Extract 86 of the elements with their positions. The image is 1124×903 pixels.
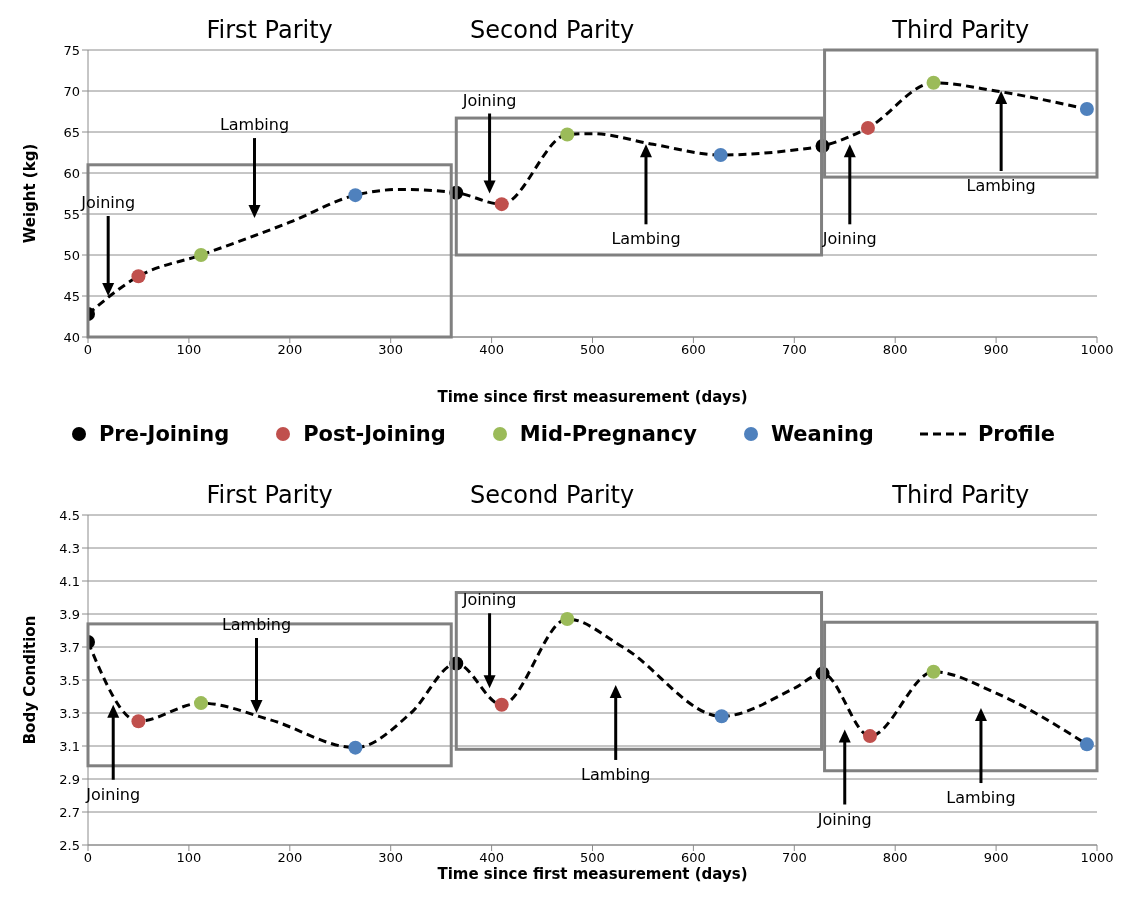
text: Second Parity xyxy=(470,481,635,509)
legend-label: Mid-Pregnancy xyxy=(518,422,697,446)
x-tick-label: 0 xyxy=(83,850,93,866)
text: First Parity xyxy=(206,481,333,509)
point xyxy=(348,740,363,755)
x-tick-label: 800 xyxy=(882,850,908,866)
x-tick-label: 900 xyxy=(983,342,1009,358)
x-tick-label: 100 xyxy=(176,342,202,358)
point xyxy=(194,696,209,711)
annotation: Joining xyxy=(80,193,136,212)
point xyxy=(1079,102,1094,117)
y-tick-label: 45 xyxy=(63,288,80,304)
y-tick-label: 2.7 xyxy=(59,804,80,820)
y-tick-label: 40 xyxy=(63,329,80,345)
text: Third Parity xyxy=(891,481,1030,509)
y-tick-label: 4.3 xyxy=(59,540,80,556)
point xyxy=(860,120,875,135)
y-tick-label: 2.9 xyxy=(59,771,80,787)
text: Third Parity xyxy=(891,16,1030,44)
point xyxy=(862,729,877,744)
point xyxy=(1079,737,1094,752)
point xyxy=(131,269,146,284)
y-tick-label: 70 xyxy=(63,83,80,99)
point xyxy=(348,188,363,203)
text: Second Parity xyxy=(470,16,635,44)
annotation: Joining xyxy=(461,90,517,110)
x-tick-label: 800 xyxy=(882,342,908,358)
x-tick-label: 500 xyxy=(580,342,605,358)
x-tick-label: 100 xyxy=(176,850,202,866)
x-tick-label: 400 xyxy=(479,850,505,866)
text: First Parity xyxy=(206,16,333,44)
point xyxy=(560,127,575,142)
point xyxy=(713,147,728,162)
annotation: Lambing xyxy=(611,229,681,249)
x-tick-label: 200 xyxy=(277,342,303,358)
annotation: Lambing xyxy=(966,176,1036,195)
point xyxy=(494,697,509,712)
x-tick-label: 200 xyxy=(277,850,303,866)
point xyxy=(560,611,575,626)
legend-label: Pre-Joining xyxy=(97,422,230,446)
x-tick-label: 1000 xyxy=(1080,850,1114,866)
y-tick-label: 60 xyxy=(63,165,80,181)
annotation: Joining xyxy=(816,809,872,829)
annotation: Lambing xyxy=(219,115,290,135)
y-tick-label: 3.5 xyxy=(59,672,80,688)
annotation: Joining xyxy=(461,590,517,610)
x-tick-label: 0 xyxy=(83,342,93,358)
point xyxy=(714,709,729,724)
legend-label: Profile xyxy=(976,422,1056,446)
x-tick-label: 1000 xyxy=(1080,342,1114,358)
point xyxy=(131,714,146,729)
x-tick-label: 700 xyxy=(781,342,807,358)
y-tick-label: 3.9 xyxy=(59,606,80,622)
x-axis-title: Time since first measurement (days) xyxy=(437,865,748,883)
y-tick-label: 75 xyxy=(63,42,80,58)
point xyxy=(926,664,941,679)
y-tick-label: 3.7 xyxy=(59,639,80,655)
x-tick-label: 400 xyxy=(479,342,505,358)
x-axis-title: Time since first measurement (days) xyxy=(437,388,748,406)
x-tick-label: 300 xyxy=(378,342,404,358)
x-tick-label: 700 xyxy=(781,850,807,866)
annotation: Joining xyxy=(821,229,877,249)
y-tick-label: 3.1 xyxy=(59,738,80,754)
point xyxy=(494,197,509,212)
y-tick-label: 65 xyxy=(63,124,80,140)
legend-label: Post-Joining xyxy=(302,422,446,446)
annotation: Lambing xyxy=(946,788,1016,808)
point xyxy=(194,248,209,262)
y-tick-label: 4.5 xyxy=(59,507,80,523)
y-tick-label: 55 xyxy=(63,206,80,222)
annotation: Lambing xyxy=(581,764,651,784)
x-tick-label: 600 xyxy=(680,342,706,358)
x-tick-label: 900 xyxy=(983,850,1009,866)
annotation: Lambing xyxy=(221,615,292,634)
annotation: Joining xyxy=(85,784,141,804)
y-tick-label: 4.1 xyxy=(59,573,80,589)
x-tick-label: 500 xyxy=(580,850,605,866)
y-axis-title: Body Condition xyxy=(21,615,40,745)
point xyxy=(926,75,941,90)
x-tick-label: 300 xyxy=(378,850,404,866)
y-tick-label: 50 xyxy=(63,247,80,263)
y-axis-title: Weight (kg) xyxy=(21,143,40,244)
legend-label: Weaning xyxy=(769,422,874,446)
y-tick-label: 2.5 xyxy=(59,837,80,853)
x-tick-label: 600 xyxy=(680,850,706,866)
y-tick-label: 3.3 xyxy=(59,705,80,721)
